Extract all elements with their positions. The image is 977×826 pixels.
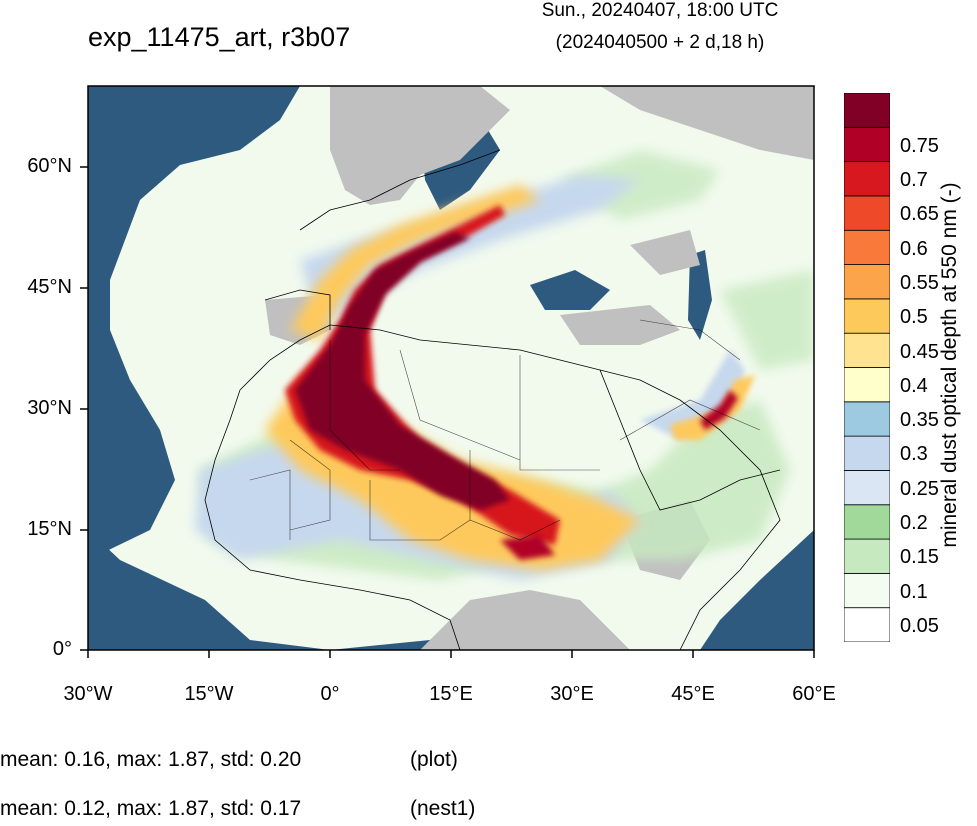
atlantic-south-ocean: [88, 600, 250, 650]
colorbar-label: 0.3: [900, 443, 928, 465]
colorbar-label: 0.4: [900, 375, 928, 397]
colorbar-label: 0.35: [900, 409, 939, 431]
colorbar-label: 0.1: [900, 581, 928, 603]
lat-tick-label: 15°N: [27, 518, 72, 540]
stats-plot-tag: (plot): [410, 748, 458, 771]
lon-tick-label: 60°E: [792, 683, 836, 705]
lat-tick-label: 60°N: [27, 155, 72, 177]
colorbar-label: 0.25: [900, 478, 939, 500]
lat-tick-label: 45°N: [27, 276, 72, 298]
colorbar-label: 0.05: [900, 615, 939, 637]
stats-nest-text: mean: 0.12, max: 1.87, std: 0.17: [0, 797, 302, 820]
lon-tick-label: 15°E: [429, 683, 473, 705]
indian-ocean: [700, 530, 814, 650]
caspian-sea: [688, 250, 712, 340]
lon-tick-label: 0°: [320, 683, 340, 705]
colorbar-swatch: [844, 195, 890, 231]
dust-core-arabia: [700, 390, 738, 430]
colorbar-swatch: [844, 504, 890, 540]
colorbar-label: 0.75: [900, 135, 939, 157]
colorbar: [844, 93, 890, 642]
stats-plot-text: mean: 0.16, max: 1.87, std: 0.20: [0, 748, 302, 771]
colorbar-label: 0.45: [900, 341, 939, 363]
atlantic-north-ocean: [88, 86, 300, 560]
lon-tick-label: 30°W: [63, 683, 113, 705]
colorbar-label: 0.55: [900, 272, 939, 294]
colorbar-label: 0.7: [900, 169, 928, 191]
colorbar-label: 0.5: [900, 306, 928, 328]
colorbar-swatch: [844, 161, 890, 197]
coastlines: [204, 149, 781, 650]
colorbar-label: 0.6: [900, 238, 928, 260]
plot-title: exp_11475_art, r3b07: [88, 22, 351, 52]
lat-tick-label: 0°: [52, 638, 72, 660]
colorbar-swatch: [844, 538, 890, 574]
colorbar-swatch: [844, 572, 890, 609]
colorbar-label: 0.65: [900, 203, 939, 225]
axis-ticks: [80, 166, 815, 658]
valid-time: Sun., 20240407, 18:00 UTC: [541, 0, 779, 21]
dust-core-sahel: [500, 535, 555, 560]
dust-band-yellow-europe: [290, 185, 540, 340]
country-borders: [249, 319, 761, 541]
dust-core-darkred: [295, 232, 510, 510]
nodata-central-africa: [420, 590, 630, 650]
colorbar-label: 0.15: [900, 546, 939, 568]
dust-band-blue-europe: [300, 175, 640, 330]
black-sea: [530, 270, 610, 310]
colorbar-swatch: [844, 401, 890, 437]
nodata-anatolia: [560, 305, 680, 345]
lat-tick-label: 30°N: [27, 397, 72, 419]
colorbar-swatch: [844, 607, 890, 642]
lon-tick-label: 30°E: [550, 683, 594, 705]
colorbar-swatch: [844, 435, 890, 471]
nodata-scandinavia: [330, 86, 510, 205]
colorbar-title: mineral dust optical depth at 550 nm (-): [938, 182, 961, 548]
nodata-caucasus: [630, 230, 700, 275]
colorbar-swatch: [844, 367, 890, 403]
stats-nest-tag: (nest1): [410, 797, 476, 820]
init-time: (2024040500 + 2 d,18 h): [555, 32, 765, 53]
lon-tick-label: 45°E: [671, 683, 715, 705]
lon-tick-label: 15°W: [184, 683, 234, 705]
colorbar-swatch: [844, 93, 890, 128]
colorbar-swatch: [844, 264, 890, 300]
colorbar-swatch: [844, 470, 890, 506]
colorbar-swatch: [844, 126, 890, 163]
colorbar-swatch: [844, 229, 890, 265]
nodata-russia: [600, 86, 814, 160]
colorbar-label: 0.2: [900, 512, 928, 534]
dust-band-yellow-arabia: [670, 375, 755, 440]
colorbar-swatch: [844, 298, 890, 334]
dust-band-green-east: [720, 270, 814, 370]
colorbar-swatch: [844, 332, 890, 368]
dust-band-red: [285, 205, 560, 545]
